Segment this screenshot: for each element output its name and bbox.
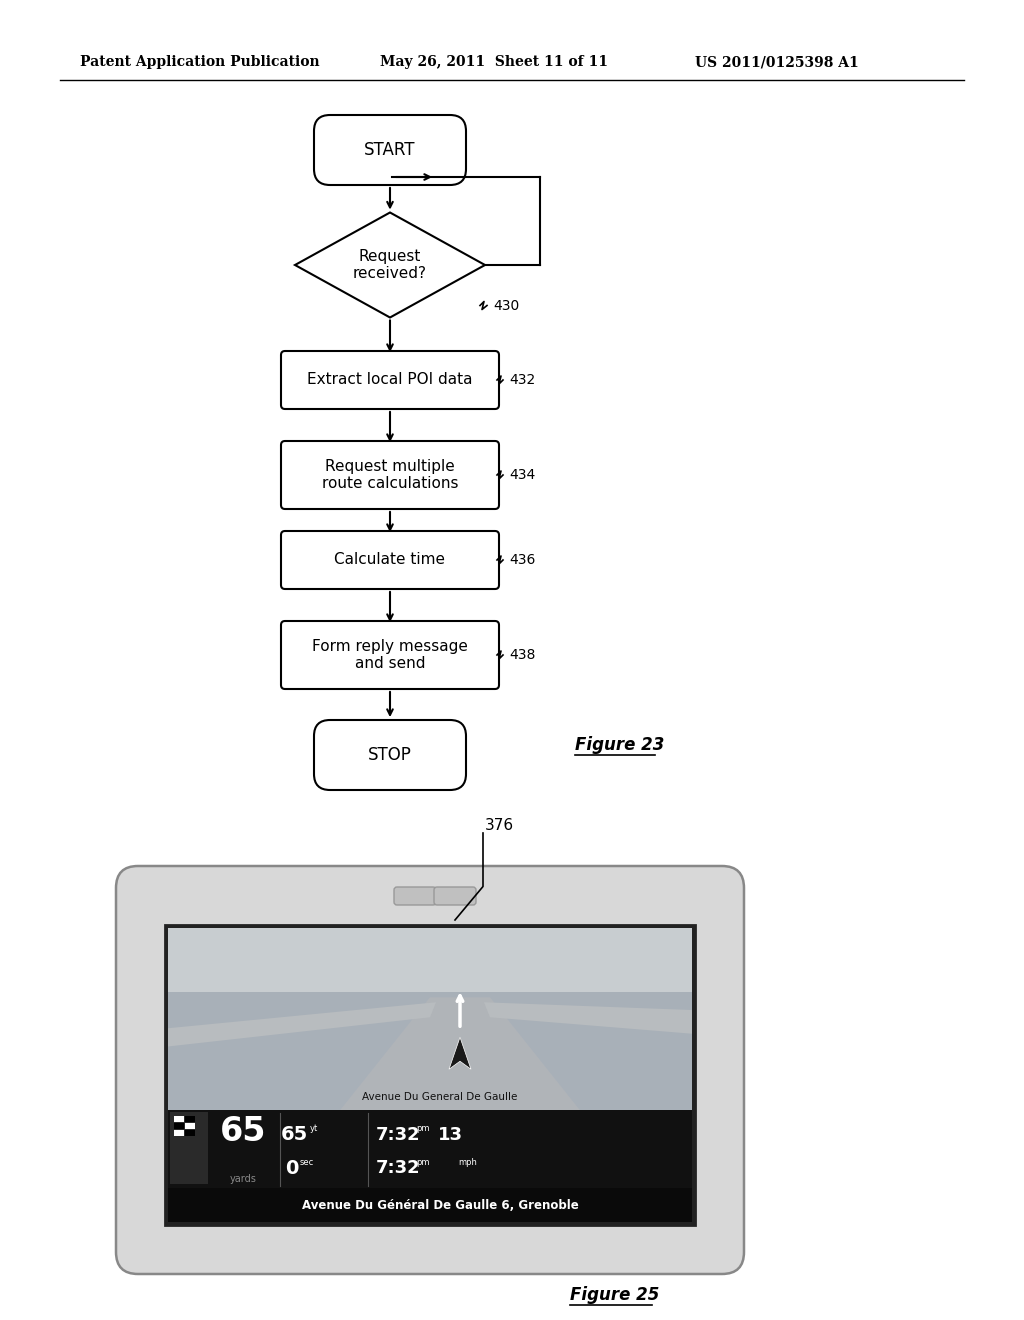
FancyBboxPatch shape	[185, 1123, 195, 1130]
Text: 65: 65	[220, 1115, 266, 1148]
FancyBboxPatch shape	[174, 1117, 184, 1122]
FancyBboxPatch shape	[314, 115, 466, 185]
Text: 438: 438	[509, 648, 536, 663]
Text: Extract local POI data: Extract local POI data	[307, 372, 473, 388]
Text: Figure 25: Figure 25	[570, 1286, 659, 1304]
Text: 432: 432	[509, 374, 536, 387]
FancyBboxPatch shape	[394, 887, 436, 906]
FancyBboxPatch shape	[168, 1188, 692, 1222]
FancyBboxPatch shape	[170, 1113, 208, 1184]
Polygon shape	[484, 1002, 692, 1034]
Text: STOP: STOP	[368, 746, 412, 764]
Polygon shape	[168, 1002, 436, 1047]
FancyBboxPatch shape	[168, 1110, 692, 1191]
Text: Calculate time: Calculate time	[335, 553, 445, 568]
Text: yt: yt	[310, 1125, 318, 1134]
FancyBboxPatch shape	[314, 719, 466, 789]
Text: 436: 436	[509, 553, 536, 568]
Text: May 26, 2011  Sheet 11 of 11: May 26, 2011 Sheet 11 of 11	[380, 55, 608, 69]
Text: 7:32: 7:32	[376, 1159, 421, 1177]
FancyBboxPatch shape	[174, 1130, 184, 1137]
FancyBboxPatch shape	[185, 1130, 195, 1137]
Text: pm: pm	[416, 1125, 429, 1134]
FancyBboxPatch shape	[281, 531, 499, 589]
FancyBboxPatch shape	[168, 928, 692, 1110]
Text: mph: mph	[458, 1158, 477, 1167]
Text: 13: 13	[438, 1126, 463, 1144]
Text: Form reply message
and send: Form reply message and send	[312, 639, 468, 671]
Text: START: START	[365, 141, 416, 158]
Text: Request multiple
route calculations: Request multiple route calculations	[322, 459, 459, 491]
FancyBboxPatch shape	[168, 928, 692, 991]
Text: Patent Application Publication: Patent Application Publication	[80, 55, 319, 69]
Text: Request
received?: Request received?	[353, 248, 427, 281]
Text: pm: pm	[416, 1158, 429, 1167]
FancyBboxPatch shape	[174, 1123, 184, 1130]
FancyBboxPatch shape	[281, 620, 499, 689]
Text: 376: 376	[485, 817, 514, 833]
Text: 7:32: 7:32	[376, 1126, 421, 1144]
Text: 434: 434	[509, 469, 536, 482]
Text: 430: 430	[493, 298, 519, 313]
Text: Avenue Du Général De Gaulle 6, Grenoble: Avenue Du Général De Gaulle 6, Grenoble	[302, 1199, 579, 1212]
Polygon shape	[449, 1038, 471, 1069]
FancyBboxPatch shape	[281, 351, 499, 409]
FancyBboxPatch shape	[434, 887, 476, 906]
Text: 0: 0	[285, 1159, 298, 1177]
FancyBboxPatch shape	[116, 866, 744, 1274]
Text: 65: 65	[281, 1126, 308, 1144]
Polygon shape	[295, 213, 485, 318]
Text: yards: yards	[229, 1173, 256, 1184]
FancyBboxPatch shape	[185, 1117, 195, 1122]
Text: US 2011/0125398 A1: US 2011/0125398 A1	[695, 55, 859, 69]
Text: Avenue Du General De Gaulle: Avenue Du General De Gaulle	[362, 1092, 518, 1102]
Polygon shape	[340, 998, 580, 1110]
FancyBboxPatch shape	[165, 925, 695, 1225]
FancyBboxPatch shape	[281, 441, 499, 510]
Text: sec: sec	[300, 1158, 314, 1167]
Text: Figure 23: Figure 23	[575, 737, 665, 754]
